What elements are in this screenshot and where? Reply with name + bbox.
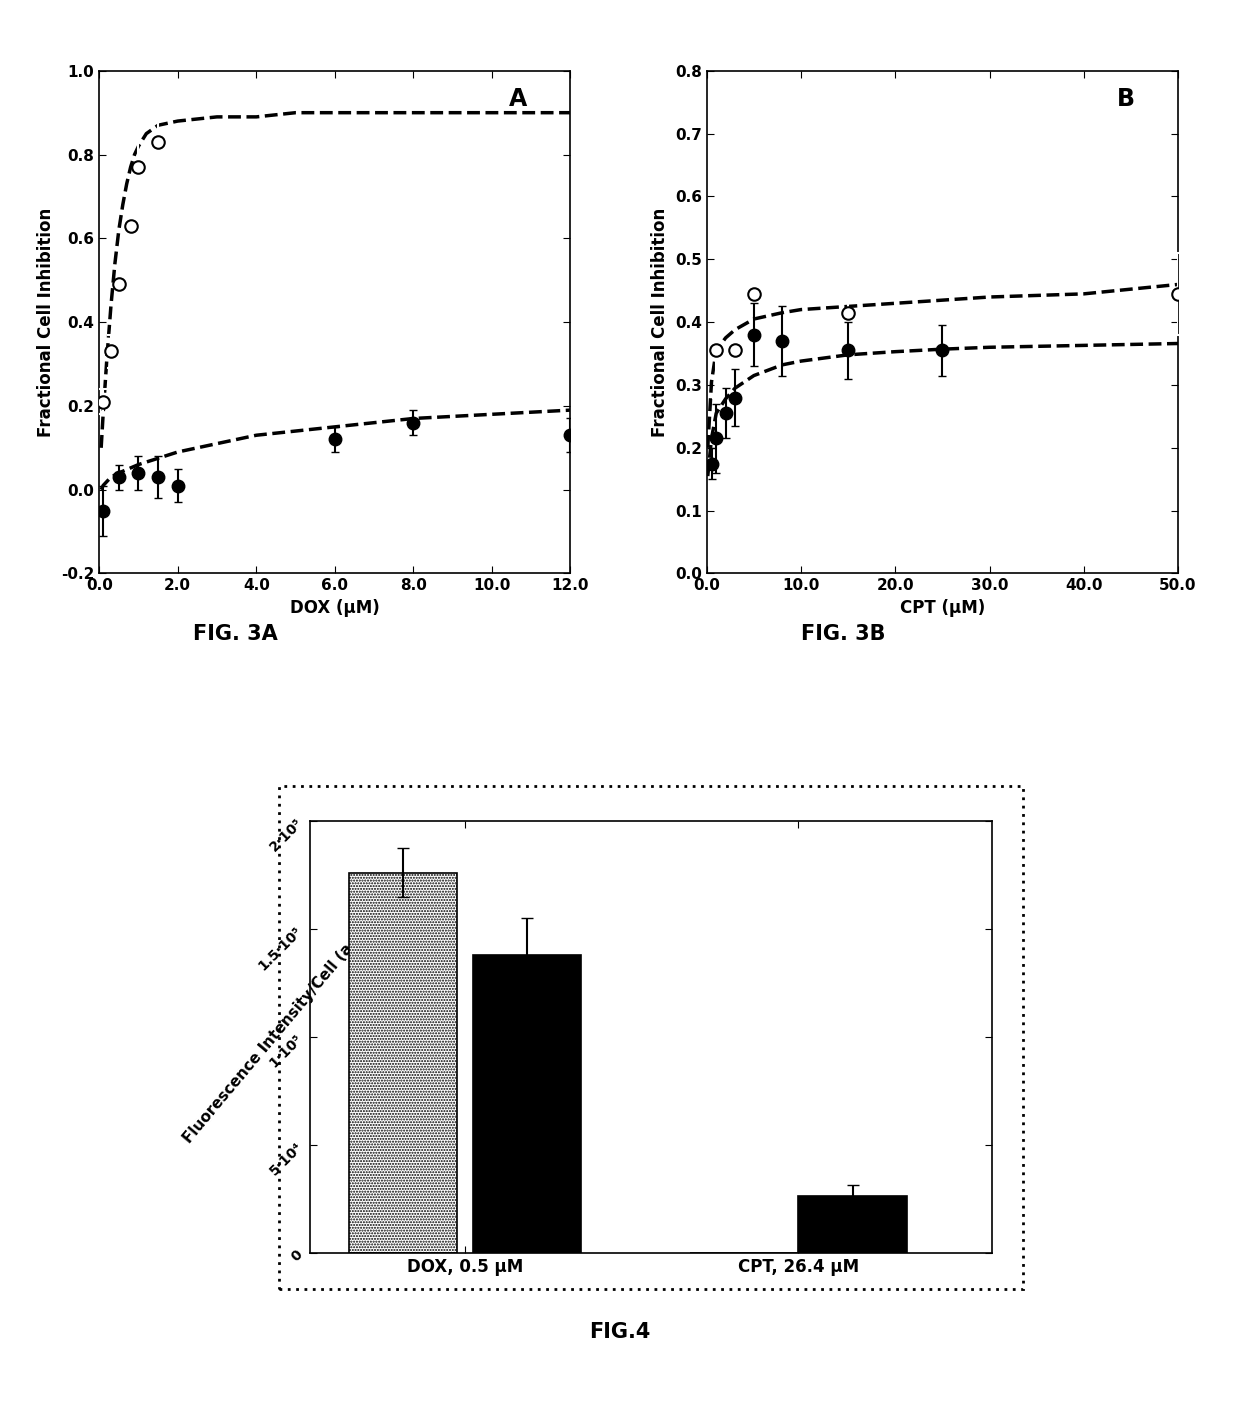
Text: FIG. 3B: FIG. 3B: [801, 624, 885, 644]
Y-axis label: Fractional Cell Inhibition: Fractional Cell Inhibition: [37, 208, 56, 436]
Y-axis label: Fluorescence Intensity/Cell (a.u.): Fluorescence Intensity/Cell (a.u.): [181, 919, 374, 1146]
Bar: [472, 954, 582, 1253]
Text: B: B: [1117, 86, 1135, 110]
Bar: [799, 1195, 906, 1253]
Text: A: A: [510, 86, 527, 110]
Bar: [348, 872, 458, 1253]
Text: FIG. 3A: FIG. 3A: [193, 624, 278, 644]
X-axis label: DOX (μM): DOX (μM): [290, 599, 379, 617]
Y-axis label: Fractional Cell Inhibition: Fractional Cell Inhibition: [651, 208, 670, 436]
Text: FIG.4: FIG.4: [589, 1323, 651, 1342]
X-axis label: CPT (μM): CPT (μM): [900, 599, 985, 617]
